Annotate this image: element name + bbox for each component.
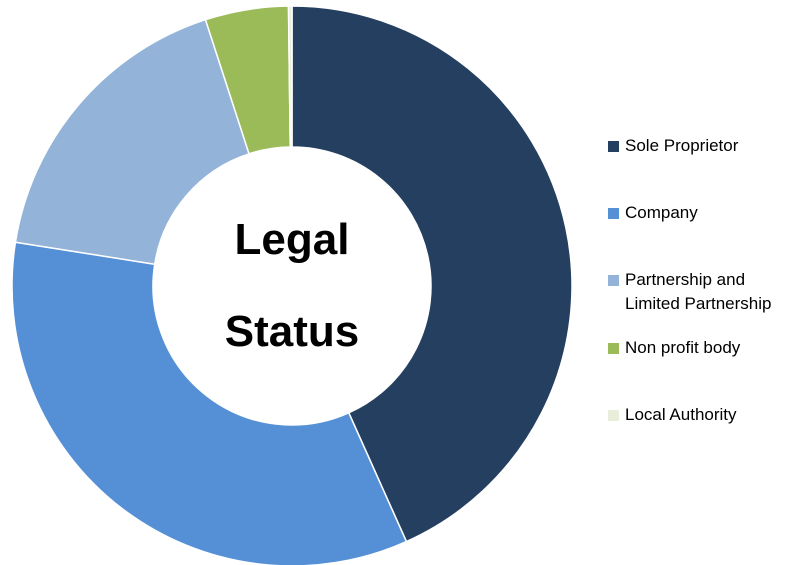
legend-item: Partnership and Limited Partnership (608, 268, 808, 316)
legend-item: Non profit body (608, 336, 808, 360)
legend-label: Company (625, 203, 698, 222)
legend-swatch (608, 208, 619, 219)
donut-slice (291, 5, 573, 543)
legend-swatch (608, 275, 619, 286)
legend-label: Non profit body (625, 338, 741, 357)
legend-label: Partnership and Limited Partnership (625, 270, 772, 313)
legend-item: Local Authority (608, 403, 808, 427)
donut-slice (11, 241, 408, 565)
legend-label: Local Authority (625, 405, 737, 424)
legend-swatch (608, 410, 619, 421)
donut-slice (14, 18, 250, 266)
chart-title: Legal Status (224, 215, 360, 356)
legend-item: Sole Proprietor (608, 134, 808, 158)
legend-swatch (608, 343, 619, 354)
donut-slice (287, 5, 293, 148)
legend-label: Sole Proprietor (625, 136, 739, 155)
legend-swatch (608, 141, 619, 152)
legend-item: Company (608, 201, 808, 225)
